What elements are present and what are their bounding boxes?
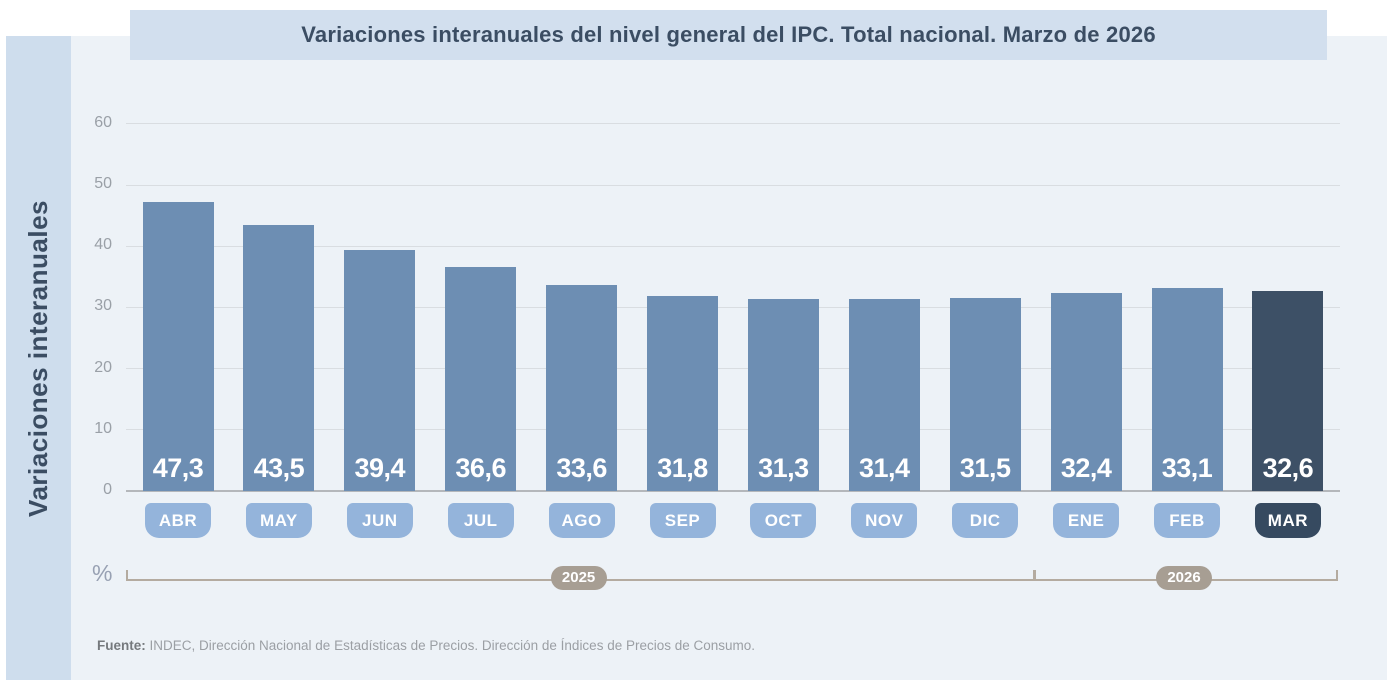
y-axis-tick-label: 60 [94,113,112,131]
y-axis-tick-label: 50 [94,175,112,192]
bar-ago: 33,6 [546,285,618,491]
bar-value-label: 33,1 [1161,452,1213,483]
bar-jul: 36,6 [445,267,517,491]
gridline [126,245,1340,247]
source-note: Fuente: INDEC, Dirección Nacional de Est… [97,638,755,653]
bar-sep: 31,8 [647,296,718,491]
y-axis-tick-label: 10 [94,419,112,437]
month-badge-nov: NOV [851,503,918,538]
month-badge-jun: JUN [346,503,413,538]
bar-value-label: 31,5 [959,452,1011,483]
chart-title-bar: Variaciones interanuales del nivel gener… [130,10,1327,60]
month-badge-mar: MAR [1254,503,1321,538]
month-badge-ene: ENE [1053,503,1120,538]
year-pill-2026: 2026 [1156,566,1212,590]
source-text: INDEC, Dirección Nacional de Estadística… [145,638,756,653]
source-prefix: Fuente: [97,638,146,653]
percent-unit-label: % [92,560,113,586]
chart-title: Variaciones interanuales del nivel gener… [301,22,1156,47]
bar-value-label: 39,4 [354,452,406,483]
bar-value-label: 32,4 [1060,452,1112,483]
x-axis-line [126,490,1340,492]
month-badge-dic: DIC [952,503,1019,538]
y-axis-tick-label: 0 [103,481,112,498]
month-badge-ago: AGO [548,503,615,538]
bar-dic: 31,5 [949,298,1021,491]
bar-may: 43,5 [243,224,315,491]
bar-value-label: 33,6 [556,452,607,483]
y-axis-tick-label: 20 [94,358,112,376]
bar-ene: 32,4 [1050,292,1122,491]
bar-value-label: 32,6 [1262,452,1314,483]
bar-value-label: 31,3 [758,452,809,483]
bar-jun: 39,4 [344,249,416,491]
bar-value-label: 43,5 [253,452,305,483]
y-axis-tick-label: 30 [94,297,112,315]
gridline [126,368,1340,370]
y-axis-title-band: Variaciones interanuales [6,36,71,680]
y-axis-tick-label: 40 [94,236,112,254]
bar-value-label: 47,3 [152,452,204,483]
bar-nov: 31,4 [848,298,920,491]
bar-value-label: 31,8 [657,452,708,483]
month-badge-may: MAY [245,503,312,538]
bar-value-label: 36,6 [455,452,506,483]
bar-oct: 31,3 [747,299,819,491]
gridline [126,429,1340,431]
year-pill-2025: 2025 [550,566,607,590]
gridline [126,184,1340,186]
bar-mar: 32,6 [1252,291,1324,491]
bar-abr: 47,3 [142,201,214,491]
gridline [126,306,1340,308]
month-badge-jul: JUL [447,503,514,538]
month-badge-oct: OCT [750,503,817,538]
bar-feb: 33,1 [1151,288,1223,491]
month-badge-sep: SEP [649,503,716,538]
month-badge-feb: FEB [1154,503,1220,538]
month-badge-abr: ABR [145,503,211,538]
gridline [126,123,1340,125]
bar-value-label: 31,4 [859,452,910,483]
